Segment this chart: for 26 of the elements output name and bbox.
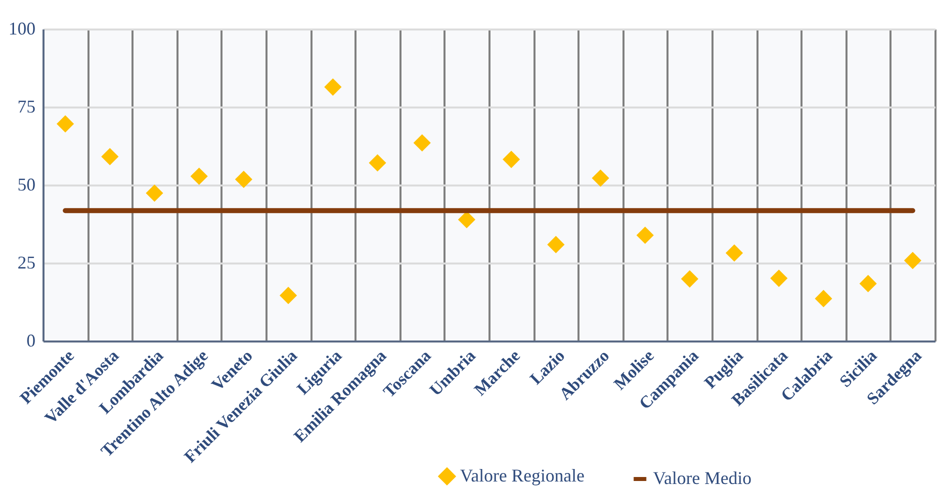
point: [324, 78, 342, 96]
point: [726, 244, 743, 262]
point: [770, 270, 788, 287]
point: [904, 252, 922, 270]
point: [280, 286, 297, 304]
point: [413, 134, 431, 152]
y-tick-label: 75: [18, 96, 36, 116]
point: [146, 184, 164, 202]
legend-label: Valore Medio: [653, 468, 752, 488]
point: [190, 168, 208, 185]
point: [814, 290, 832, 308]
point: [56, 115, 74, 133]
legend-label: Valore Regionale: [460, 465, 584, 486]
point: [592, 169, 610, 187]
y-tick-label: 100: [8, 18, 36, 38]
point: [101, 148, 119, 166]
point: [681, 270, 698, 288]
point: [235, 170, 252, 188]
point: [859, 274, 877, 292]
point: [368, 154, 386, 172]
point: [547, 236, 565, 254]
point: [502, 150, 520, 168]
y-tick-label: 25: [18, 252, 36, 272]
point: [636, 226, 654, 244]
y-tick-label: 50: [18, 174, 36, 194]
y-tick-label: 0: [26, 330, 36, 350]
